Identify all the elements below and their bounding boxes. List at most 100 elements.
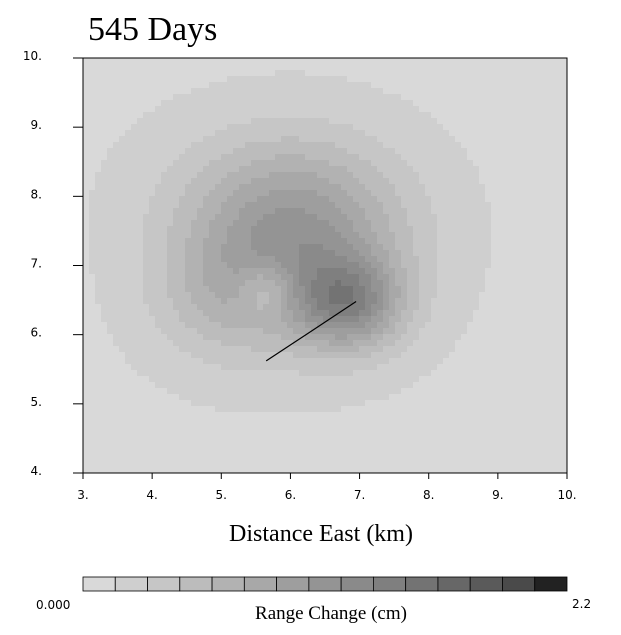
heatmap-cell: [425, 370, 432, 377]
heatmap-cell: [503, 154, 510, 161]
heatmap-cell: [443, 448, 450, 455]
heatmap-cell: [383, 172, 390, 179]
heatmap-cell: [173, 166, 180, 173]
heatmap-cell: [143, 460, 150, 467]
heatmap-cell: [443, 364, 450, 371]
heatmap-cell: [185, 82, 192, 89]
heatmap-cell: [371, 448, 378, 455]
heatmap-cell: [155, 88, 162, 95]
heatmap-cell: [221, 178, 228, 185]
heatmap-cell: [371, 412, 378, 419]
heatmap-cell: [311, 154, 318, 161]
heatmap-cell: [287, 88, 294, 95]
heatmap-cell: [407, 280, 414, 287]
heatmap-cell: [353, 436, 360, 443]
heatmap-cell: [437, 178, 444, 185]
heatmap-cell: [341, 238, 348, 245]
heatmap-cell: [317, 346, 324, 353]
heatmap-cell: [401, 118, 408, 125]
heatmap-cell: [113, 244, 120, 251]
heatmap-cell: [155, 220, 162, 227]
heatmap-cell: [245, 376, 252, 383]
heatmap-cell: [371, 238, 378, 245]
heatmap-cell: [89, 58, 96, 65]
heatmap-cell: [293, 148, 300, 155]
heatmap-cell: [353, 94, 360, 101]
heatmap-cell: [383, 370, 390, 377]
heatmap-cell: [227, 232, 234, 239]
heatmap-cell: [491, 364, 498, 371]
heatmap-cell: [473, 94, 480, 101]
heatmap-cell: [149, 220, 156, 227]
heatmap-cell: [95, 412, 102, 419]
heatmap-cell: [125, 448, 132, 455]
heatmap-cell: [479, 268, 486, 275]
heatmap-cell: [395, 226, 402, 233]
heatmap-cell: [227, 466, 234, 473]
heatmap-cell: [305, 94, 312, 101]
heatmap-cell: [311, 232, 318, 239]
heatmap-cell: [161, 454, 168, 461]
heatmap-cell: [365, 412, 372, 419]
heatmap-cell: [185, 70, 192, 77]
heatmap-cell: [353, 268, 360, 275]
heatmap-cell: [215, 340, 222, 347]
heatmap-cell: [311, 268, 318, 275]
heatmap-cell: [431, 442, 438, 449]
heatmap-cell: [389, 82, 396, 89]
heatmap-cell: [287, 352, 294, 359]
heatmap-cell: [329, 280, 336, 287]
heatmap-cell: [113, 142, 120, 149]
heatmap-cell: [113, 172, 120, 179]
heatmap-cell: [323, 178, 330, 185]
heatmap-cell: [143, 64, 150, 71]
heatmap-cell: [305, 190, 312, 197]
heatmap-cell: [317, 166, 324, 173]
heatmap-cell: [143, 406, 150, 413]
heatmap-cell: [227, 388, 234, 395]
heatmap-cell: [425, 388, 432, 395]
heatmap-cell: [113, 118, 120, 125]
heatmap-cell: [305, 346, 312, 353]
heatmap-cell: [497, 226, 504, 233]
heatmap-cell: [119, 298, 126, 305]
heatmap-cell: [287, 190, 294, 197]
heatmap-cell: [263, 334, 270, 341]
heatmap-cell: [161, 94, 168, 101]
heatmap-cell: [473, 358, 480, 365]
heatmap-cell: [83, 412, 90, 419]
heatmap-cell: [383, 418, 390, 425]
heatmap-cell: [461, 100, 468, 107]
heatmap-cell: [443, 346, 450, 353]
heatmap-cell: [281, 178, 288, 185]
heatmap-cell: [443, 136, 450, 143]
heatmap-cell: [233, 202, 240, 209]
heatmap-cell: [173, 262, 180, 269]
heatmap-cell: [167, 154, 174, 161]
heatmap-cell: [455, 340, 462, 347]
heatmap-cell: [479, 160, 486, 167]
heatmap-cell: [95, 58, 102, 65]
heatmap-cell: [185, 226, 192, 233]
heatmap-cell: [389, 94, 396, 101]
heatmap-cell: [113, 370, 120, 377]
heatmap-cell: [425, 76, 432, 83]
heatmap-cell: [305, 76, 312, 83]
heatmap-cell: [329, 76, 336, 83]
heatmap-cell: [407, 376, 414, 383]
heatmap-cell: [377, 196, 384, 203]
heatmap-cell: [299, 184, 306, 191]
heatmap-cell: [407, 460, 414, 467]
heatmap-cell: [203, 442, 210, 449]
heatmap-cell: [299, 208, 306, 215]
heatmap-cell: [365, 112, 372, 119]
heatmap-cell: [341, 166, 348, 173]
heatmap-cell: [125, 196, 132, 203]
heatmap-cell: [179, 400, 186, 407]
heatmap-cell: [365, 292, 372, 299]
heatmap-cell: [419, 304, 426, 311]
heatmap-cell: [215, 184, 222, 191]
heatmap-cell: [149, 112, 156, 119]
heatmap-cell: [353, 388, 360, 395]
heatmap-cell: [281, 202, 288, 209]
